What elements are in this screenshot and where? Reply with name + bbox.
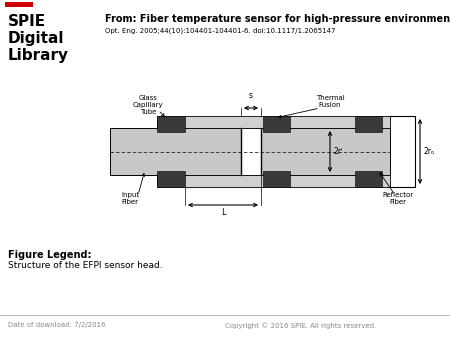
- Text: L: L: [220, 208, 225, 217]
- Text: 2rₒ: 2rₒ: [423, 147, 434, 156]
- Text: Glass
Capillary
Tube: Glass Capillary Tube: [133, 95, 163, 115]
- Bar: [263, 116, 290, 132]
- Bar: [263, 171, 290, 187]
- Text: Structure of the EFPI sensor head.: Structure of the EFPI sensor head.: [8, 261, 162, 270]
- Text: Date of download: 7/2/2016: Date of download: 7/2/2016: [8, 322, 106, 328]
- Text: From: Fiber temperature sensor for high-pressure environment: From: Fiber temperature sensor for high-…: [105, 14, 450, 24]
- Text: Copyright © 2016 SPIE. All rights reserved.: Copyright © 2016 SPIE. All rights reserv…: [225, 322, 376, 329]
- Bar: [241, 128, 261, 175]
- Bar: [355, 171, 382, 187]
- Bar: [157, 116, 185, 132]
- Text: Input
Fiber: Input Fiber: [121, 192, 139, 205]
- Text: Figure Legend:: Figure Legend:: [8, 250, 91, 260]
- Text: s: s: [249, 91, 253, 100]
- Text: SPIE
Digital
Library: SPIE Digital Library: [8, 14, 69, 63]
- Bar: [157, 116, 390, 128]
- Bar: [261, 128, 390, 175]
- Bar: [355, 116, 382, 132]
- Text: Opt. Eng. 2005;44(10):104401-104401-6. doi:10.1117/1.2065147: Opt. Eng. 2005;44(10):104401-104401-6. d…: [105, 28, 336, 34]
- Bar: [157, 175, 390, 187]
- Text: Reflector
Fiber: Reflector Fiber: [382, 192, 414, 205]
- Text: Thermal
Fusion: Thermal Fusion: [315, 95, 344, 108]
- Bar: [157, 171, 185, 187]
- Bar: [5, 2, 33, 7]
- Bar: [110, 128, 241, 175]
- Text: 2rᴵ: 2rᴵ: [334, 147, 343, 156]
